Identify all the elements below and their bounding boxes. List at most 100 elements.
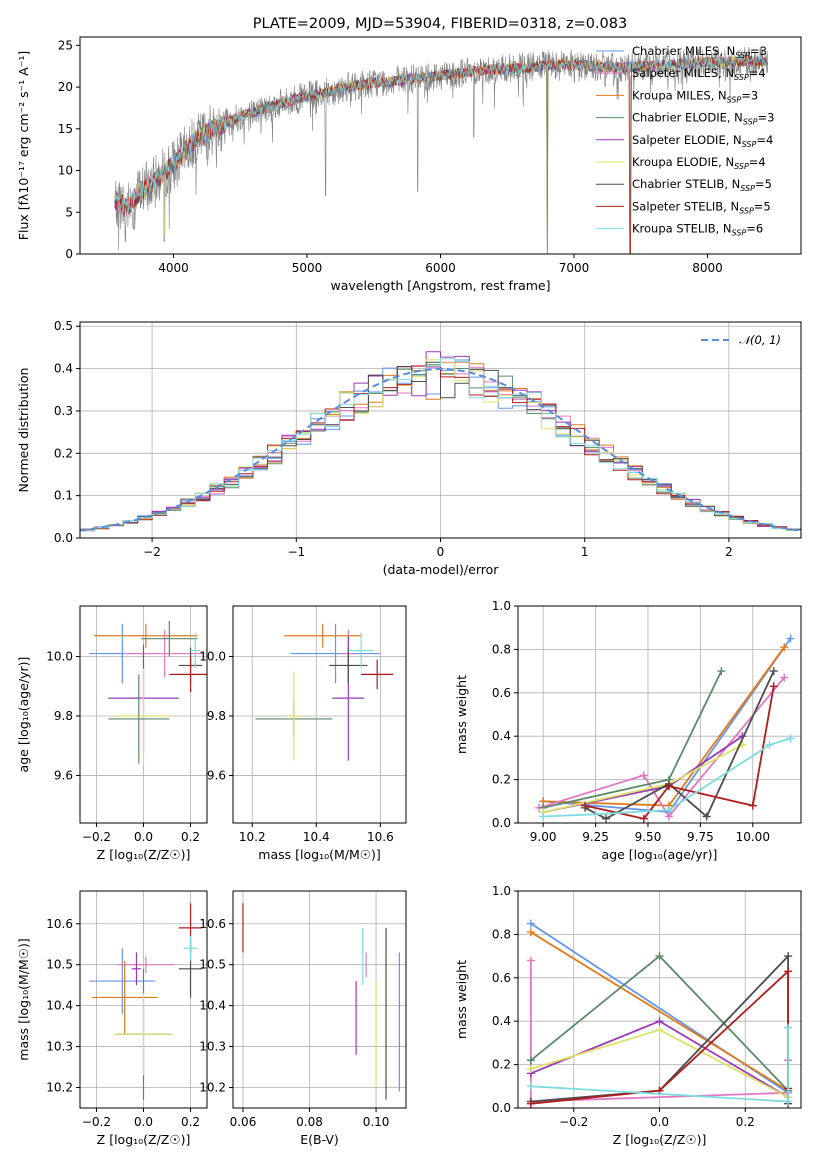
legend-subscript: SSP — [727, 95, 742, 104]
age-vs-Z-frame — [79, 605, 208, 824]
residuals-ytick-label: 0.4 — [54, 362, 73, 376]
residuals-xtick-label: 1 — [581, 545, 589, 559]
legend-label: Kroupa ELODIE, N — [632, 155, 734, 169]
mass-weight-point — [581, 801, 590, 810]
mass-vs-ebv-frame — [232, 890, 407, 1109]
legend-subscript: SSP — [743, 118, 758, 127]
legend-subscript: SSP — [732, 229, 747, 238]
mass-weight-point — [784, 1023, 793, 1032]
spectrum-xtick-label: 6000 — [425, 261, 456, 275]
legend-subscript: SSP — [739, 206, 754, 215]
legend-entry: Kroupa STELIB, NSSP=6 — [632, 222, 763, 238]
legend-subscript: SSP — [734, 73, 749, 82]
legend-label: Kroupa STELIB, N — [632, 222, 732, 236]
mass-vs-Z-plot-area — [89, 903, 203, 1100]
legend-entry: Kroupa ELODIE, NSSP=4 — [632, 155, 766, 171]
mass-vs-Z-xtick-label: 0.0 — [134, 1115, 153, 1129]
mass-weight-point — [784, 967, 793, 976]
legend-entry: 𝒩(0, 1) — [739, 333, 781, 347]
spectrum-xtick-label: 4000 — [158, 261, 189, 275]
legend-subscript: SSP — [735, 51, 750, 60]
mass-weight-point — [526, 919, 535, 928]
weight-vs-age-ytick-label: 0.6 — [492, 686, 511, 700]
mass-weight-point — [786, 634, 795, 643]
age-vs-Z-xtick-label: 0.2 — [181, 830, 200, 844]
legend-nssp: =3 — [758, 111, 775, 125]
residuals-ytick-label: 0.3 — [54, 404, 73, 418]
mass-weight-point — [717, 667, 726, 676]
age-vs-Z-xlabel: Z [log₁₀(Z/Z☉)] — [97, 847, 191, 862]
mass-weight-point — [602, 814, 611, 823]
legend-entry: Chabrier MILES, NSSP=3 — [632, 44, 767, 60]
weight-vs-age-ytick-label: 0.8 — [492, 642, 511, 656]
residuals-ytick-label: 0.1 — [54, 489, 73, 503]
mass-weight-point — [655, 952, 664, 961]
weight-vs-Z-frame — [517, 890, 802, 1109]
legend-nssp: =5 — [754, 199, 771, 213]
spectrum-xtick-label: 8000 — [692, 261, 723, 275]
figure-title: PLATE=2009, MJD=53904, FIBERID=0318, z=0… — [253, 16, 627, 32]
spectrum-ytick-label: 10 — [58, 164, 73, 178]
weight-vs-age-ytick-label: 1.0 — [492, 599, 511, 613]
age-vs-Z-ytick-label: 9.8 — [54, 709, 73, 723]
weight-vs-age-xtick-label: 9.00 — [530, 830, 557, 844]
mass-weight-point — [769, 682, 778, 691]
mass-vs-Z-ylabel: mass [log₁₀(M/M☉)] — [16, 938, 31, 1060]
weight-vs-Z-plot-area — [526, 919, 793, 1108]
weight-vs-age-ytick-label: 0.2 — [492, 773, 511, 787]
weight-vs-Z-ylabel: mass weight — [454, 960, 469, 1039]
mass-weight-point — [702, 812, 711, 821]
residuals-xlabel: (data-model)/error — [383, 562, 500, 577]
legend-label: Chabrier STELIB, N — [632, 177, 740, 191]
mass-weight-point — [784, 1097, 793, 1106]
legend-nssp: =3 — [750, 44, 767, 58]
mass-vs-Z-frame — [79, 890, 208, 1109]
age-vs-mass-ytick-label: 9.6 — [207, 768, 226, 782]
mass-weight-line — [543, 670, 723, 809]
age-vs-Z-xtick-label: −0.2 — [82, 830, 111, 844]
weight-vs-age-xtick-label: 9.50 — [635, 830, 662, 844]
weight-vs-Z-ytick-label: 0.8 — [492, 927, 511, 941]
legend-label: Salpeter STELIB, N — [632, 199, 739, 213]
age-vs-mass-xtick-label: 10.2 — [239, 830, 266, 844]
legend-entry: Chabrier ELODIE, NSSP=3 — [632, 111, 774, 127]
weight-vs-age-ytick-label: 0.0 — [492, 816, 511, 830]
legend-label: Chabrier ELODIE, N — [632, 111, 743, 125]
mass-weight-point — [639, 814, 648, 823]
age-vs-Z-ytick-label: 10.0 — [46, 650, 73, 664]
weight-vs-Z-xtick-label: −0.2 — [559, 1115, 588, 1129]
legend-subscript: SSP — [740, 184, 755, 193]
age-vs-mass-ytick-label: 9.8 — [207, 709, 226, 723]
mass-vs-ebv-xlabel: E(B-V) — [300, 1132, 339, 1147]
legend-label: Salpeter ELODIE, N — [632, 133, 742, 147]
mass-vs-Z-ytick-label: 10.2 — [46, 1081, 73, 1095]
age-vs-mass-frame — [232, 605, 407, 824]
weight-vs-Z-xtick-label: 0.0 — [650, 1115, 669, 1129]
weight-vs-age-frame — [517, 605, 802, 824]
mass-weight-point — [748, 801, 757, 810]
residuals-ytick-label: 0.2 — [54, 446, 73, 460]
model-spectrum-line — [114, 55, 768, 213]
spectrum-ylabel: Flux [fλ10⁻¹⁷ erg cm⁻² s⁻¹ A⁻¹] — [16, 51, 31, 240]
residuals-ytick-label: 0.0 — [54, 531, 73, 545]
residuals-xtick-label: −2 — [143, 545, 161, 559]
legend-nssp: =4 — [749, 66, 766, 80]
mass-weight-point — [526, 1099, 535, 1108]
age-vs-mass-xtick-label: 10.6 — [367, 830, 394, 844]
spectrum-frame — [79, 36, 802, 255]
legend-subscript: SSP — [742, 140, 757, 149]
spectrum-ytick-label: 15 — [58, 122, 73, 136]
weight-vs-Z-xtick-label: 0.2 — [736, 1115, 755, 1129]
mass-vs-Z-ytick-label: 10.4 — [46, 999, 73, 1013]
weight-vs-Z-ytick-label: 0.4 — [492, 1014, 511, 1028]
weight-vs-age-ytick-label: 0.4 — [492, 729, 511, 743]
weight-vs-Z-xlabel: Z [log₁₀(Z/Z☉)] — [613, 1132, 707, 1147]
weight-vs-age-xlabel: age [log₁₀(age/yr)] — [602, 847, 718, 862]
mass-weight-point — [639, 771, 648, 780]
mass-vs-ebv-ytick-label: 10.2 — [199, 1081, 226, 1095]
mass-weight-point — [526, 1056, 535, 1065]
legend-label: Kroupa MILES, N — [632, 88, 727, 102]
residuals-xtick-label: 0 — [437, 545, 445, 559]
age-vs-Z-ytick-label: 9.6 — [54, 768, 73, 782]
weight-vs-Z-ytick-label: 1.0 — [492, 884, 511, 898]
